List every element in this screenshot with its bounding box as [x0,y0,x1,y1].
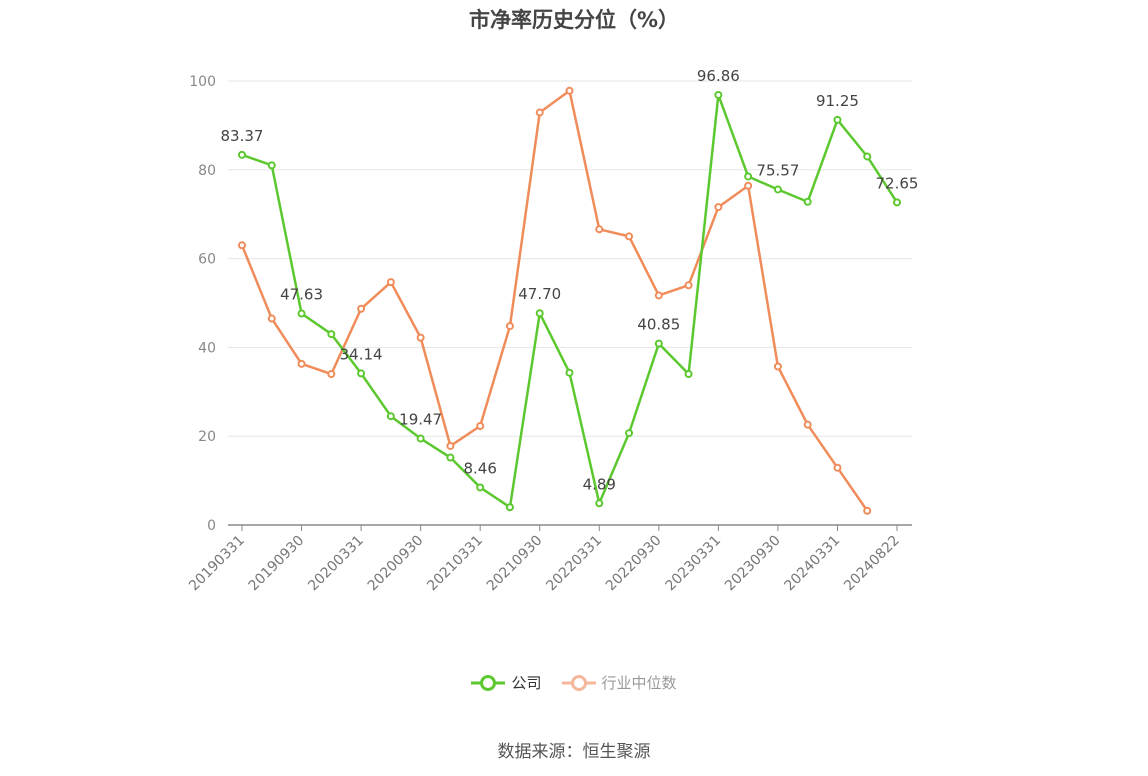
industry-data-point [505,322,514,331]
x-tick-label: 20200331 [305,533,367,595]
industry-data-point [416,333,425,342]
company-data-point [238,150,246,159]
industry-data-point [446,441,455,450]
chart-title: 市净率历史分位（%） [468,8,680,32]
industry-data-point [327,370,336,379]
x-tick-label: 20240822 [841,533,903,595]
company-data-label: 40.85 [637,316,680,334]
company-data-point [893,198,901,207]
x-tick-label: 20190331 [186,533,248,595]
company-data-point [535,309,544,318]
legend-industry-label: 行业中位数 [601,674,677,692]
legend-item-industry[interactable]: 行业中位数 [561,672,677,693]
industry-data-point [386,278,395,287]
x-tick-label: 20220930 [603,533,665,595]
industry-data-point [714,203,723,212]
company-data-label: 34.14 [340,345,383,363]
company-data-label: 47.70 [518,285,561,303]
company-data-point [833,115,842,124]
company-data-point [595,499,604,508]
company-data-label: 91.25 [816,92,859,110]
legend-company-label: 公司 [511,674,542,692]
data-source: 数据来源：恒生聚源 [497,742,651,762]
industry-data-point [803,420,812,429]
industry-data-point [595,225,604,234]
company-data-label: 4.89 [583,475,616,493]
industry-data-point [773,362,782,371]
company-data-point [714,90,723,99]
industry-data-point [297,359,306,368]
industry-data-point [238,241,246,250]
industry-data-point [357,304,366,313]
y-tick-label: 20 [198,429,216,445]
company-data-label: 47.63 [280,286,323,304]
company-data-point [297,309,306,318]
industry-data-point [476,421,485,430]
industry-data-point [535,108,544,117]
company-data-label: 83.37 [221,127,264,145]
industry-data-point [833,463,842,472]
legend-item-company[interactable]: 公司 [471,672,542,693]
company-data-label: 19.47 [399,411,442,429]
industry-data-point [267,314,276,323]
legend-company-marker-icon [471,674,506,691]
company-data-point [803,197,812,206]
y-tick-label: 60 [198,252,216,268]
company-data-point [863,152,872,161]
y-tick-label: 80 [198,163,216,179]
industry-data-point [863,506,872,515]
company-series-line [241,93,899,509]
company-data-point [684,370,693,379]
y-tick-label: 100 [189,74,216,90]
industry-data-point [744,181,753,190]
company-data-point [357,369,366,378]
legend-industry-marker-icon [561,674,596,691]
grid-layer [228,80,912,437]
company-data-point [744,172,753,181]
x-tick-label: 20230930 [722,533,784,595]
industry-series-line [240,89,869,512]
x-tick-label: 20230331 [662,533,724,595]
company-data-point [565,368,574,377]
x-tick-label: 20190930 [246,533,308,595]
x-tick-label: 20240331 [782,533,844,595]
y-tick-label: 0 [207,518,216,534]
series-layer [238,86,901,515]
y-tick-label: 40 [198,340,216,356]
x-tick-label: 20220331 [543,533,605,595]
x-tick-label: 20210331 [424,533,486,595]
company-data-point [327,330,336,339]
company-data-label: 96.86 [697,67,740,85]
company-data-label: 8.46 [463,459,496,477]
company-data-point [625,429,634,438]
x-tick-label: 20210930 [484,533,546,595]
company-data-point [446,453,455,462]
label-layer: 83.37 47.63 34.14 19.47 8.46 47.70 4.89 40.85 96… [221,67,919,493]
legend: 公司 行业中位数 [0,672,1148,693]
company-data-point [773,185,782,194]
company-data-label: 75.57 [756,161,799,179]
industry-data-point [654,291,663,300]
company-data-point [416,434,425,443]
company-data-point [476,483,485,492]
company-data-point [386,412,395,421]
x-tick-label: 20200930 [365,533,427,595]
industry-data-point [684,281,693,290]
industry-data-point [625,232,634,241]
company-data-label: 72.65 [876,174,919,192]
company-data-point [267,161,276,170]
company-data-point [654,339,663,348]
company-data-point [505,503,514,512]
industry-data-point [565,86,574,95]
